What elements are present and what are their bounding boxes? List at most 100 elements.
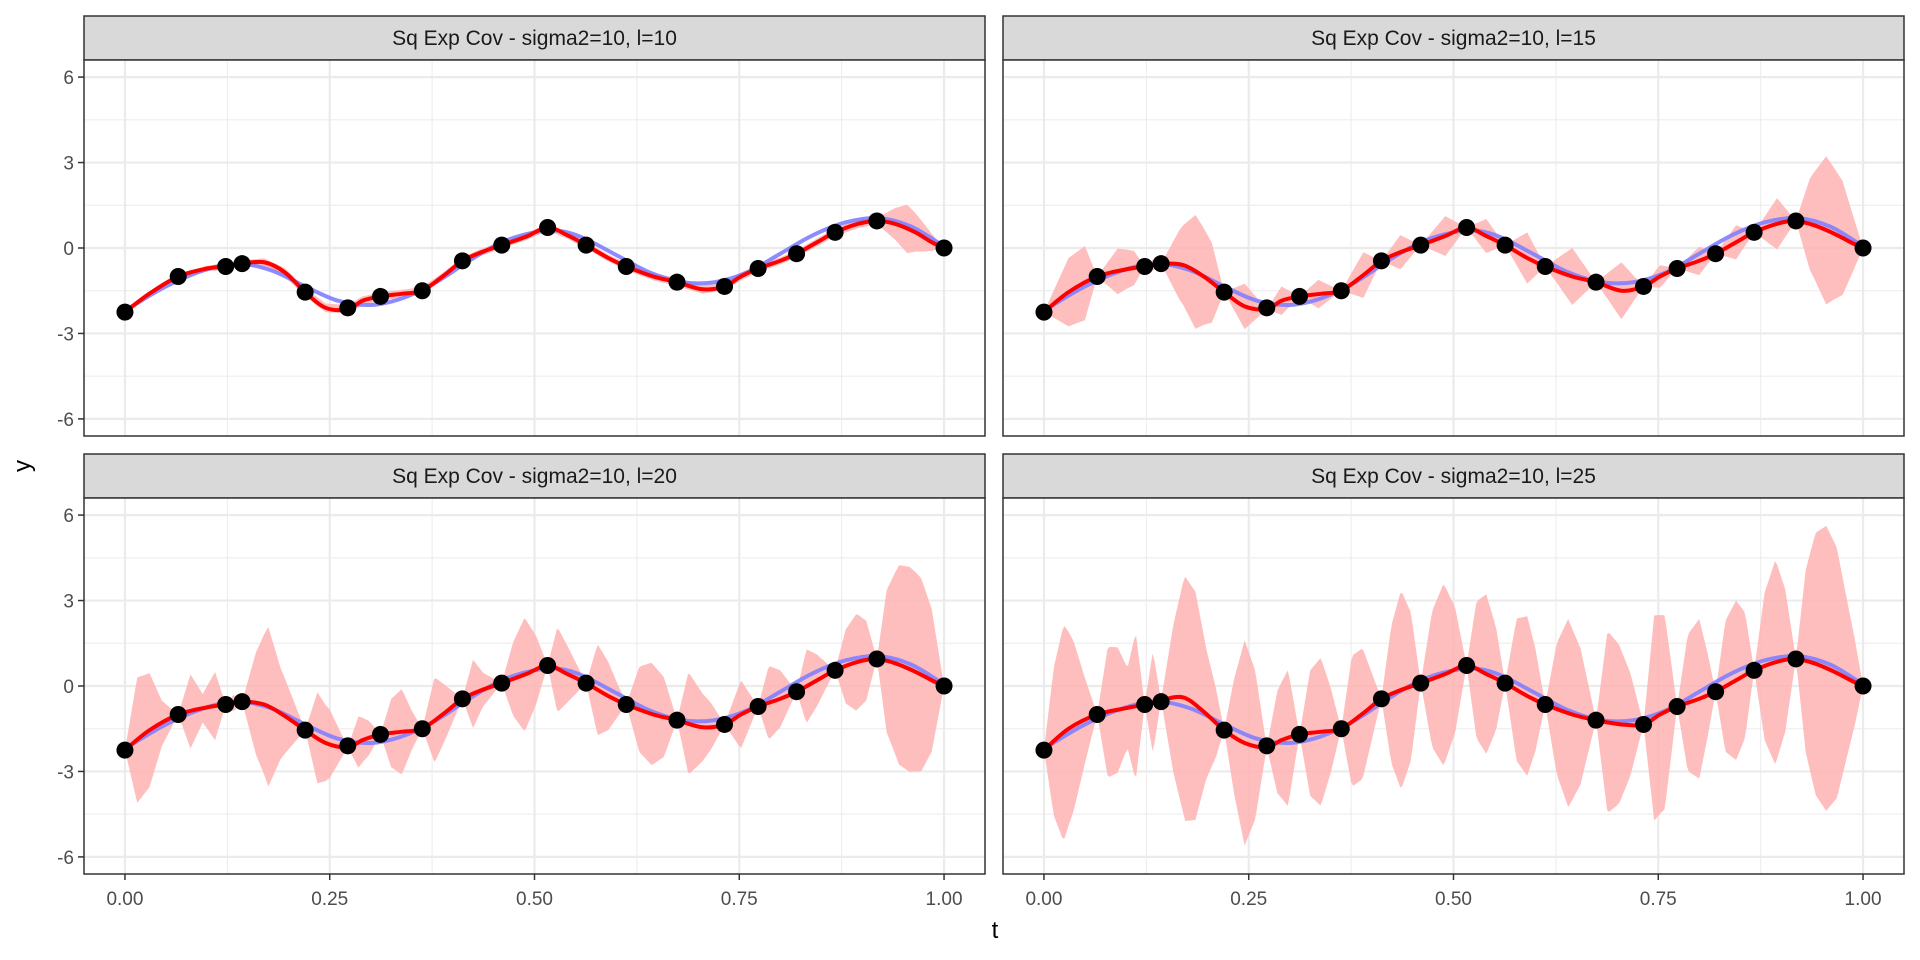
observation-point: [217, 258, 235, 276]
observation-point: [1587, 273, 1605, 291]
x-tick-label: 1.00: [926, 889, 963, 910]
observation-point: [1635, 277, 1653, 295]
x-tick-label: 0.75: [1640, 889, 1677, 910]
observation-point: [668, 273, 686, 291]
x-tick-label: 0.50: [1435, 889, 1472, 910]
panel-title: Sq Exp Cov - sigma2=10, l=10: [392, 27, 677, 50]
observation-point: [1291, 725, 1309, 743]
panel-title: Sq Exp Cov - sigma2=10, l=25: [1311, 465, 1596, 488]
observation-point: [1291, 287, 1309, 305]
observation-point: [339, 737, 357, 755]
observation-point: [169, 705, 187, 723]
observation-point: [1536, 696, 1554, 714]
observation-point: [1496, 674, 1514, 692]
observation-point: [1372, 252, 1390, 270]
observation-point: [788, 683, 806, 701]
observation-point: [1215, 283, 1233, 301]
panel-strip: [83, 453, 986, 499]
observation-point: [1787, 650, 1805, 668]
y-tick-label: -6: [57, 410, 74, 431]
observation-point: [1496, 236, 1514, 254]
observation-point: [577, 236, 595, 254]
observation-point: [1035, 303, 1053, 321]
observation-point: [453, 252, 471, 270]
observation-point: [1854, 239, 1872, 257]
observation-point: [372, 287, 390, 305]
panel-title: Sq Exp Cov - sigma2=10, l=15: [1311, 27, 1596, 50]
panel-1: Sq Exp Cov - sigma2=10, l=10 -6 -3 0 3 6: [57, 15, 986, 437]
panel-4: Sq Exp Cov - sigma2=10, l=25 0.00 0.25 0.50…: [1002, 453, 1905, 910]
panel-strip: [83, 15, 986, 61]
observation-point: [1745, 223, 1763, 241]
y-tick-label: -6: [57, 848, 74, 869]
observation-point: [617, 696, 635, 714]
observation-point: [1458, 218, 1476, 236]
observation-point: [788, 245, 806, 263]
x-tick-label: 0.00: [106, 889, 143, 910]
observation-point: [1536, 258, 1554, 276]
observation-point: [1035, 741, 1053, 759]
x-tick-label: 0.25: [1230, 889, 1267, 910]
observation-point: [1707, 683, 1725, 701]
observation-point: [1152, 693, 1170, 711]
observation-point: [1854, 677, 1872, 695]
panel-strip: [1002, 15, 1905, 61]
observation-point: [1668, 260, 1686, 278]
observation-point: [453, 690, 471, 708]
observation-point: [372, 725, 390, 743]
observation-point: [868, 212, 886, 230]
observation-point: [716, 277, 734, 295]
observation-point: [1458, 656, 1476, 674]
panel-2: Sq Exp Cov - sigma2=10, l=15: [1002, 15, 1905, 437]
y-tick-label: 3: [63, 154, 74, 175]
observation-point: [1332, 720, 1350, 738]
observation-point: [539, 218, 557, 236]
y-tick-label: -3: [57, 324, 74, 345]
confidence-band: [1043, 156, 1864, 330]
observation-point: [1787, 212, 1805, 230]
observation-point: [935, 677, 953, 695]
observation-point: [1412, 236, 1430, 254]
observation-point: [1088, 705, 1106, 723]
panel-title: Sq Exp Cov - sigma2=10, l=20: [392, 465, 677, 488]
panel-3: Sq Exp Cov - sigma2=10, l=20 -6 -3 0 3 6 0.00 0…: [57, 453, 986, 910]
observation-point: [935, 239, 953, 257]
y-tick-label: 0: [63, 677, 74, 698]
y-tick-label: 3: [63, 592, 74, 613]
observation-point: [1152, 255, 1170, 273]
observation-point: [1136, 696, 1154, 714]
y-axis-title: y: [9, 460, 36, 472]
observation-point: [1707, 245, 1725, 263]
observation-point: [749, 260, 767, 278]
observation-point: [868, 650, 886, 668]
observation-point: [217, 696, 235, 714]
observation-point: [1215, 721, 1233, 739]
y-tick-label: 6: [63, 506, 74, 527]
observation-point: [493, 674, 511, 692]
x-tick-label: 0.25: [311, 889, 348, 910]
x-tick-label: 0.50: [516, 889, 553, 910]
observation-point: [1088, 267, 1106, 285]
observation-point: [1587, 711, 1605, 729]
observation-point: [826, 661, 844, 679]
observation-point: [413, 282, 431, 300]
observation-point: [1745, 661, 1763, 679]
observation-point: [169, 267, 187, 285]
observation-point: [493, 236, 511, 254]
observation-point: [296, 721, 314, 739]
y-tick-label: 0: [63, 239, 74, 260]
observation-point: [339, 299, 357, 317]
x-tick-label: 0.00: [1025, 889, 1062, 910]
x-axis-title: t: [992, 917, 999, 944]
panel-border: [1002, 59, 1905, 437]
observation-point: [233, 693, 251, 711]
observation-point: [1668, 698, 1686, 716]
x-tick-label: 0.75: [721, 889, 758, 910]
observation-point: [1258, 299, 1276, 317]
observation-point: [1136, 258, 1154, 276]
observation-point: [116, 303, 134, 321]
panel-strip: [1002, 453, 1905, 499]
y-tick-label: 6: [63, 68, 74, 89]
